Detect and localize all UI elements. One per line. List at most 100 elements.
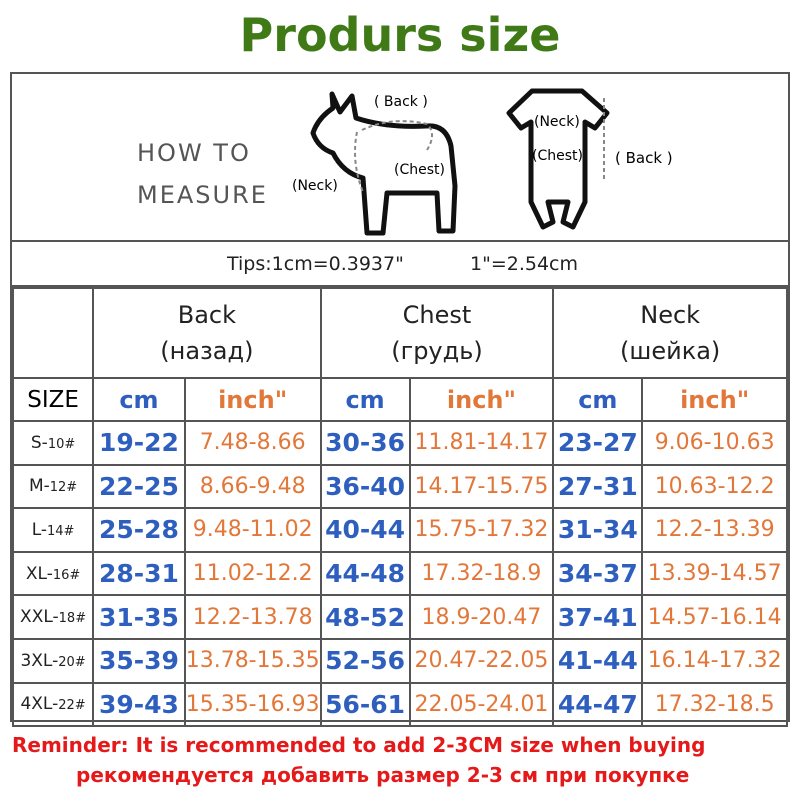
size-cell: M-12# (11, 463, 95, 510)
size-chart: HOW TO MEASURE ( Back ) (Chest) (Neck) (… (10, 72, 790, 728)
cm-cell: 25-28 (92, 507, 186, 553)
table-row: M-12# 22-25 8.66-9.48 36-40 14.17-15.75 27-31… (11, 463, 788, 510)
dog-chest-label: (Chest) (394, 162, 445, 178)
cm-cell: 31-35 (92, 594, 186, 640)
size-cell: 3XL-20# (11, 637, 95, 684)
conversion-tips: Tips:1cm=0.3937" 1"=2.54cm (12, 242, 788, 287)
unit-header-row: SIZE cm inch" cm inch" cm inch" (11, 377, 788, 422)
size-label: L- (31, 519, 48, 540)
group-label: Back (177, 301, 237, 329)
inch-cell: 14.57-16.14 (641, 594, 788, 640)
size-cell: L-14# (11, 507, 95, 553)
cm-cell: 44-47 (552, 681, 644, 728)
cm-cell: 48-52 (319, 594, 411, 640)
inch-cell: 8.66-9.48 (183, 463, 322, 510)
how-to-line: HOW TO (137, 139, 251, 167)
table-row: 3XL-20# 35-39 13.78-15.35 52-56 20.47-22.05 4… (11, 637, 788, 684)
group-label-ru: (шейка) (620, 337, 721, 365)
cm-cell: 22-25 (92, 463, 186, 510)
how-to-line: MEASURE (137, 181, 268, 209)
how-to-measure: HOW TO MEASURE (137, 132, 268, 216)
inch-cell: 11.02-12.2 (183, 550, 322, 597)
size-cell: XL-16# (11, 550, 95, 597)
inch-header: inch" (408, 377, 555, 422)
inch-cell: 12.2-13.39 (641, 507, 788, 553)
cm-cell: 35-39 (92, 637, 186, 684)
table-row: XL-16# 28-31 11.02-12.2 44-48 17.32-18.9 34-3… (11, 550, 788, 597)
size-table: Back (назад) Chest (грудь) Neck (шейка) SIZ… (11, 287, 788, 728)
inch-cell: 15.75-17.32 (408, 507, 555, 553)
inch-cell: 16.14-17.32 (641, 637, 788, 684)
size-number: 14# (47, 523, 75, 539)
inch-header: inch" (183, 377, 322, 422)
table-row: L-14# 25-28 9.48-11.02 40-44 15.75-17.32 31-3… (11, 507, 788, 553)
inch-cell: 10.63-12.2 (641, 463, 788, 510)
size-number: 22# (58, 698, 86, 714)
size-label: 3XL- (20, 650, 59, 671)
inch-cell: 22.05-24.01 (408, 681, 555, 728)
cm-cell: 30-36 (319, 420, 411, 466)
size-label: XL- (25, 563, 53, 584)
table-row: XXL-18# 31-35 12.2-13.78 48-52 18.9-20.47 37-… (11, 594, 788, 640)
cm-cell: 36-40 (319, 463, 411, 510)
size-cell: XXL-18# (11, 594, 95, 640)
reminder-ru: рекомендуется добавить размер 2-3 см при… (76, 763, 690, 787)
inch-cell: 17.32-18.9 (408, 550, 555, 597)
group-label-ru: (назад) (160, 337, 254, 365)
size-label: S- (30, 432, 48, 453)
cm-cell: 28-31 (92, 550, 186, 597)
group-chest: Chest (грудь) (319, 287, 555, 379)
size-label: 4XL- (20, 694, 59, 715)
inch-cell: 14.17-15.75 (408, 463, 555, 510)
cm-header: cm (92, 377, 186, 422)
dog-icon (310, 91, 458, 236)
size-cell: 4XL-22# (11, 681, 95, 728)
cm-cell: 37-41 (552, 594, 644, 640)
cm-cell: 34-37 (552, 550, 644, 597)
size-header: SIZE (11, 377, 95, 422)
shirt-neck-label: (Neck) (534, 114, 580, 130)
shirt-back-label: ( Back ) (615, 149, 673, 167)
inch-cell: 9.06-10.63 (641, 420, 788, 466)
group-label: Chest (402, 301, 472, 329)
inch-cell: 7.48-8.66 (183, 420, 322, 466)
cm-cell: 44-48 (319, 550, 411, 597)
pet-shirt-icon (506, 88, 610, 230)
tip-cm: Tips:1cm=0.3937" (227, 253, 404, 275)
inch-cell: 13.39-14.57 (641, 550, 788, 597)
reminder-en: Reminder: It is recommended to add 2-3CM… (12, 733, 706, 757)
cm-cell: 27-31 (552, 463, 644, 510)
table-row: 4XL-22# 39-43 15.35-16.93 56-61 22.05-24.01 4… (11, 681, 788, 728)
inch-cell: 20.47-22.05 (408, 637, 555, 684)
group-back: Back (назад) (92, 287, 322, 379)
inch-cell: 13.78-15.35 (183, 637, 322, 684)
inch-header: inch" (641, 377, 788, 422)
empty-cell (11, 287, 95, 379)
inch-cell: 9.48-11.02 (183, 507, 322, 553)
size-number: 18# (58, 611, 87, 627)
size-number: 16# (52, 567, 81, 583)
cm-cell: 52-56 (319, 637, 411, 684)
dog-back-label: ( Back ) (374, 94, 428, 110)
group-label: Neck (640, 301, 701, 329)
inch-cell: 18.9-20.47 (408, 594, 555, 640)
group-header-row: Back (назад) Chest (грудь) Neck (шейка) (11, 287, 788, 379)
cm-header: cm (552, 377, 644, 422)
size-number: 10# (47, 436, 76, 452)
size-number: 20# (58, 654, 86, 670)
cm-cell: 19-22 (92, 420, 186, 466)
cm-cell: 31-34 (552, 507, 644, 553)
inch-cell: 11.81-14.17 (408, 420, 555, 466)
cm-header: cm (319, 377, 411, 422)
group-neck: Neck (шейка) (552, 287, 788, 379)
size-label: XXL- (20, 607, 59, 628)
inch-cell: 12.2-13.78 (183, 594, 322, 640)
size-label: M- (28, 476, 50, 497)
measure-illustration: HOW TO MEASURE ( Back ) (Chest) (Neck) (… (12, 74, 788, 242)
cm-cell: 41-44 (552, 637, 644, 684)
reminder: Reminder: It is recommended to add 2-3CM… (0, 730, 800, 790)
cm-cell: 39-43 (92, 681, 186, 728)
cm-cell: 23-27 (552, 420, 644, 466)
size-number: 12# (49, 480, 78, 496)
dog-neck-label: (Neck) (292, 178, 338, 194)
